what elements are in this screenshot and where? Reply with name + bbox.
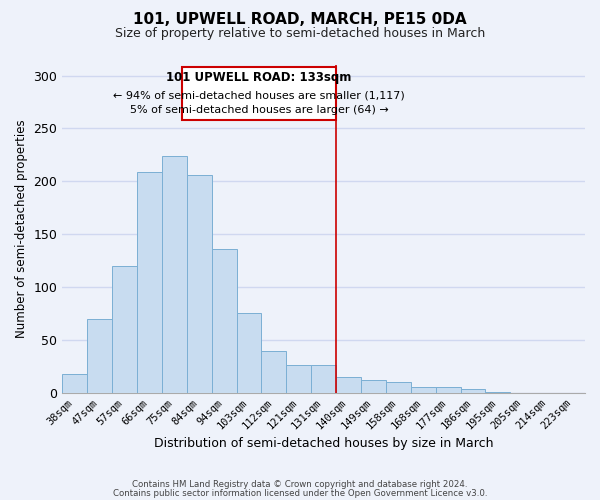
- Text: ← 94% of semi-detached houses are smaller (1,117): ← 94% of semi-detached houses are smalle…: [113, 90, 405, 100]
- Bar: [336, 377, 361, 393]
- Bar: [262, 350, 286, 393]
- Text: Contains HM Land Registry data © Crown copyright and database right 2024.: Contains HM Land Registry data © Crown c…: [132, 480, 468, 489]
- Bar: [286, 366, 311, 393]
- Text: 101, UPWELL ROAD, MARCH, PE15 0DA: 101, UPWELL ROAD, MARCH, PE15 0DA: [133, 12, 467, 28]
- Bar: [112, 266, 137, 393]
- Text: Contains public sector information licensed under the Open Government Licence v3: Contains public sector information licen…: [113, 488, 487, 498]
- Bar: [361, 380, 386, 393]
- Text: Size of property relative to semi-detached houses in March: Size of property relative to semi-detach…: [115, 28, 485, 40]
- Bar: [485, 392, 511, 393]
- Text: 5% of semi-detached houses are larger (64) →: 5% of semi-detached houses are larger (6…: [130, 105, 388, 115]
- Bar: [461, 389, 485, 393]
- Bar: [212, 249, 236, 393]
- Bar: [311, 366, 336, 393]
- Bar: [386, 382, 411, 393]
- Bar: [87, 319, 112, 393]
- Text: 101 UPWELL ROAD: 133sqm: 101 UPWELL ROAD: 133sqm: [166, 71, 352, 84]
- Bar: [162, 156, 187, 393]
- Bar: [62, 374, 87, 393]
- Bar: [436, 386, 461, 393]
- Bar: [236, 312, 262, 393]
- Bar: [411, 386, 436, 393]
- Y-axis label: Number of semi-detached properties: Number of semi-detached properties: [15, 120, 28, 338]
- Bar: [187, 175, 212, 393]
- Bar: [137, 172, 162, 393]
- X-axis label: Distribution of semi-detached houses by size in March: Distribution of semi-detached houses by …: [154, 437, 493, 450]
- FancyBboxPatch shape: [182, 67, 336, 120]
